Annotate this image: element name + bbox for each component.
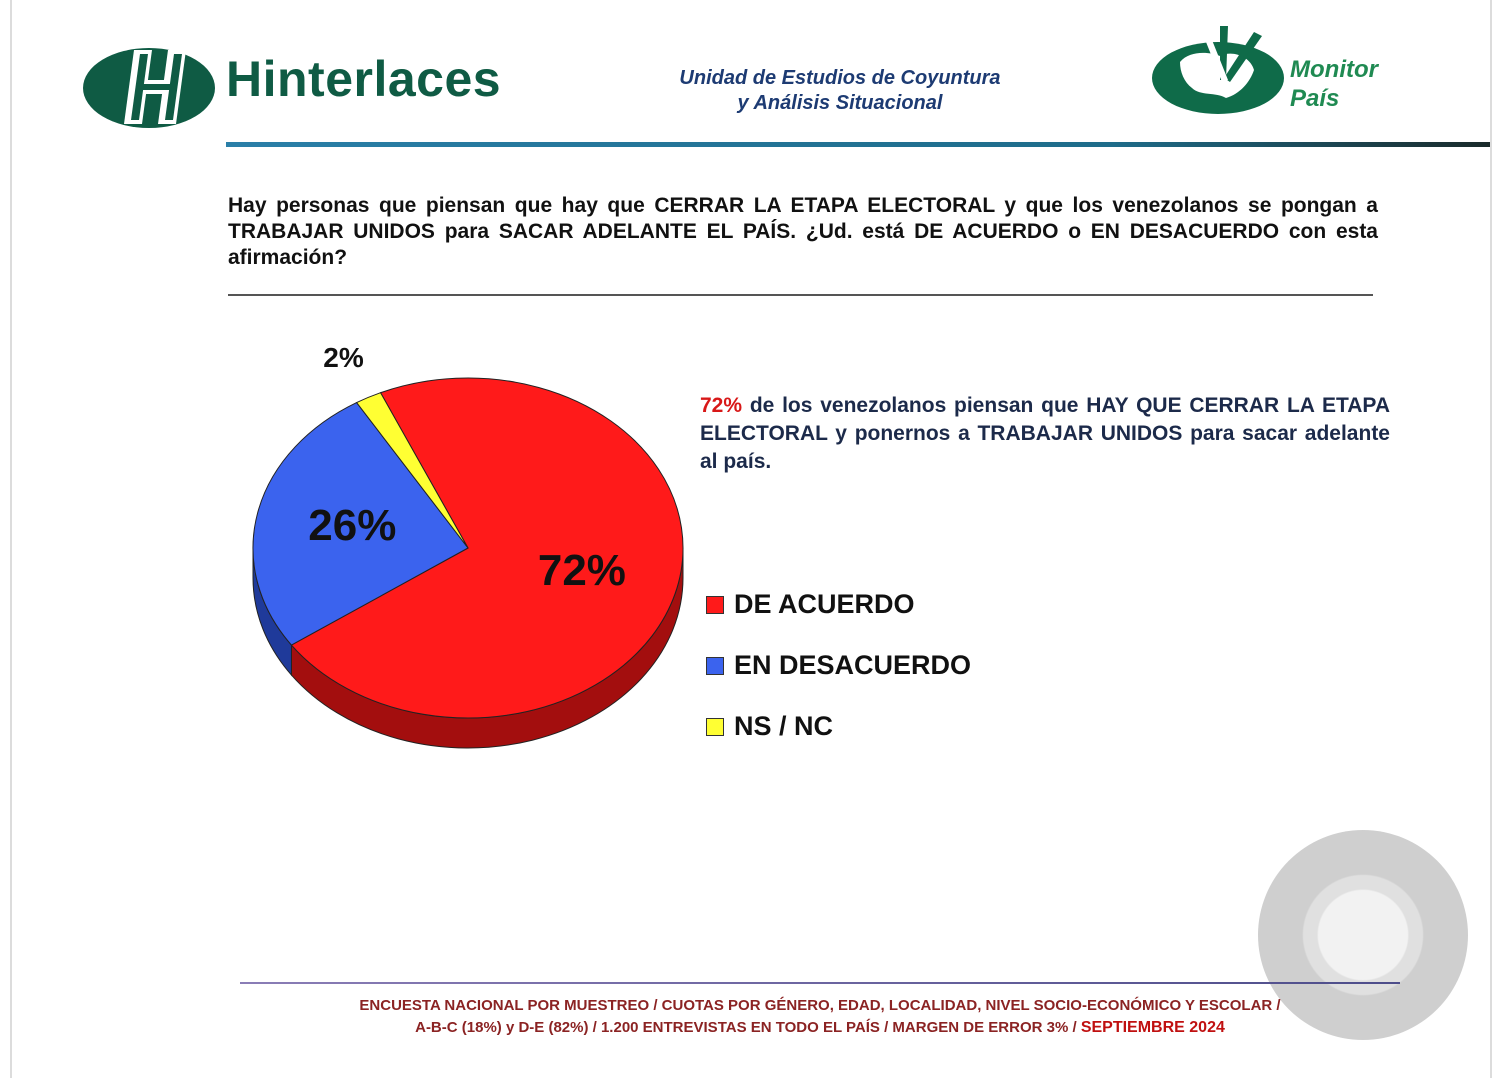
methodology-line2: A-B-C (18%) y D-E (82%) / 1.200 ENTREVIS… (415, 1019, 1077, 1036)
summary-percent: 72% (700, 394, 743, 417)
result-summary: 72% de los venezolanos piensan que HAY Q… (700, 392, 1390, 476)
survey-question: Hay personas que piensan que hay que CER… (228, 194, 1378, 269)
page-border-left (10, 0, 12, 1078)
unit-title-line1: Unidad de Estudios de Coyuntura (679, 67, 1001, 89)
monitor-pais-logo-icon (1152, 26, 1284, 114)
summary-text: de los venezolanos piensan que HAY QUE C… (700, 394, 1390, 473)
chart-legend: DE ACUERDO EN DESACUERDO NS / NC (706, 574, 971, 757)
legend-label-1: DE ACUERDO (734, 589, 915, 619)
monitor-label-line2: País (1290, 85, 1340, 112)
legend-label-2: EN DESACUERDO (734, 650, 972, 680)
hinterlaces-logo-icon (83, 48, 215, 128)
legend-item-3: NS / NC (706, 696, 971, 757)
methodology-line1: ENCUESTA NACIONAL POR MUESTREO / CUOTAS … (359, 997, 1281, 1014)
unit-title-line2: y Análisis Situacional (737, 92, 943, 114)
methodology-note: ENCUESTA NACIONAL POR MUESTREO / CUOTAS … (240, 995, 1400, 1039)
pie-data-label-2: 26% (308, 501, 396, 550)
pie-data-label-3: 2% (323, 342, 364, 373)
unit-title: Unidad de Estudios de Coyuntura y Anális… (600, 66, 1080, 116)
legend-item-1: DE ACUERDO (706, 574, 971, 635)
pie-chart: 72% 26% 2% (252, 342, 684, 749)
question-divider (228, 294, 1373, 296)
legend-swatch-1 (706, 595, 724, 614)
pie-slice-1 (290, 377, 684, 719)
header-divider (226, 142, 1490, 147)
monitor-label-line1: Monitor (1290, 56, 1378, 83)
brand-name: Hinterlaces (226, 51, 502, 107)
legend-swatch-3 (706, 717, 724, 736)
legend-item-2: EN DESACUERDO (706, 635, 971, 696)
pie-slice-2 (252, 401, 469, 646)
monitor-pais-label: Monitor País (1290, 55, 1378, 113)
pie-slice-3 (355, 392, 469, 549)
survey-date: SEPTIEMBRE 2024 (1080, 1019, 1225, 1036)
legend-swatch-2 (706, 656, 724, 675)
footer-divider (240, 982, 1400, 984)
legend-label-3: NS / NC (734, 711, 834, 741)
pie-data-label-1: 72% (538, 546, 626, 595)
page-border-right (1490, 0, 1492, 1078)
watermark-circle (1258, 830, 1468, 1040)
